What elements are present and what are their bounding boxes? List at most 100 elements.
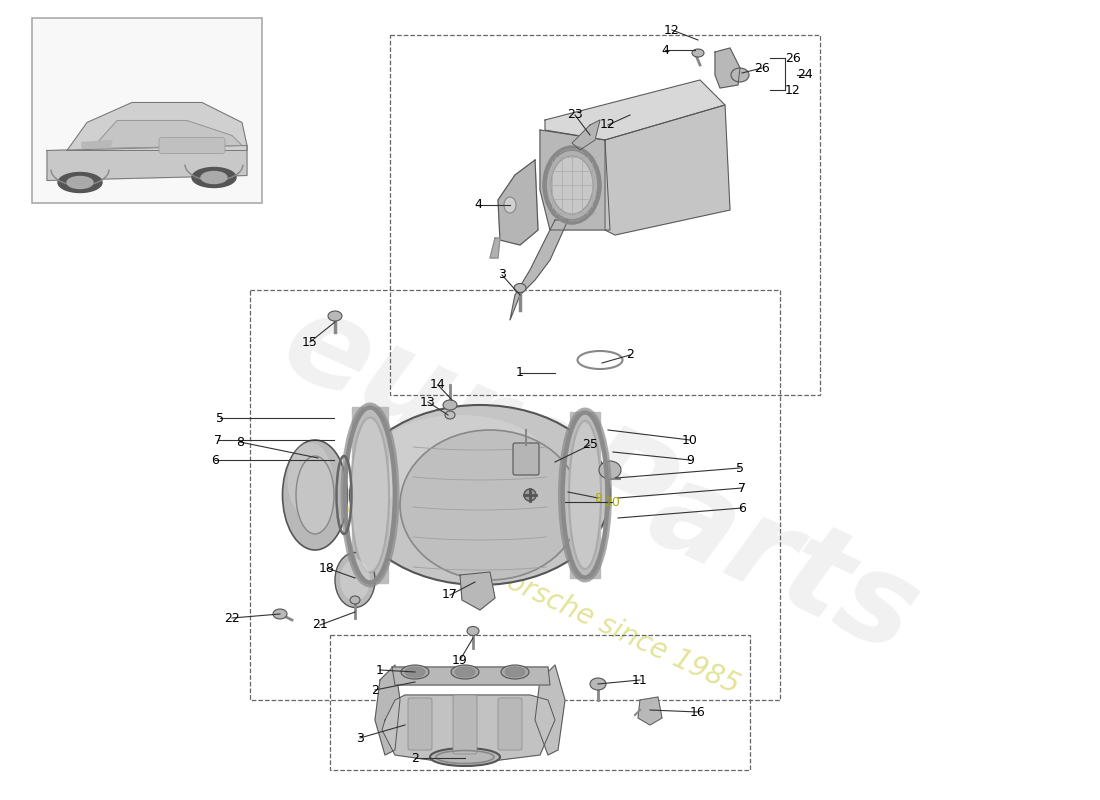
Ellipse shape xyxy=(192,167,236,187)
Text: 12: 12 xyxy=(601,118,616,131)
Polygon shape xyxy=(392,667,550,685)
Text: 2: 2 xyxy=(626,349,634,362)
Polygon shape xyxy=(92,121,242,149)
Ellipse shape xyxy=(350,405,610,585)
Text: 2: 2 xyxy=(411,751,419,765)
Bar xyxy=(250,290,780,700)
Text: 22: 22 xyxy=(224,611,240,625)
Text: 3: 3 xyxy=(498,269,506,282)
Ellipse shape xyxy=(273,609,287,619)
Bar xyxy=(32,18,262,203)
Ellipse shape xyxy=(340,559,370,601)
Ellipse shape xyxy=(569,421,601,569)
Ellipse shape xyxy=(468,626,478,635)
Text: 10: 10 xyxy=(682,434,697,446)
Ellipse shape xyxy=(67,177,94,189)
Text: 3: 3 xyxy=(356,731,364,745)
Text: 6: 6 xyxy=(211,454,219,466)
Ellipse shape xyxy=(443,400,456,410)
Polygon shape xyxy=(570,412,600,578)
Polygon shape xyxy=(490,238,500,258)
Ellipse shape xyxy=(551,156,593,214)
Polygon shape xyxy=(47,146,248,181)
FancyBboxPatch shape xyxy=(453,695,477,754)
Text: 4: 4 xyxy=(661,43,669,57)
Text: 12: 12 xyxy=(785,83,801,97)
Text: 14: 14 xyxy=(430,378,446,391)
Ellipse shape xyxy=(328,311,342,321)
Text: 16: 16 xyxy=(690,706,706,718)
Text: 12: 12 xyxy=(664,23,680,37)
Text: 26: 26 xyxy=(785,51,801,65)
Bar xyxy=(330,635,750,770)
Ellipse shape xyxy=(336,553,375,607)
Text: 2: 2 xyxy=(371,683,378,697)
Ellipse shape xyxy=(430,748,500,766)
Polygon shape xyxy=(544,80,725,140)
Ellipse shape xyxy=(504,197,516,213)
Text: 13: 13 xyxy=(420,395,436,409)
FancyBboxPatch shape xyxy=(498,698,522,750)
Text: 26: 26 xyxy=(755,62,770,74)
Polygon shape xyxy=(510,220,568,320)
Polygon shape xyxy=(382,695,556,762)
Text: 8: 8 xyxy=(236,435,244,449)
Polygon shape xyxy=(540,130,611,230)
Polygon shape xyxy=(715,48,740,88)
FancyBboxPatch shape xyxy=(513,443,539,475)
Ellipse shape xyxy=(505,667,525,677)
Text: 7: 7 xyxy=(214,434,222,446)
Ellipse shape xyxy=(446,411,455,419)
Text: 17: 17 xyxy=(442,589,458,602)
Ellipse shape xyxy=(405,667,425,677)
Ellipse shape xyxy=(500,665,529,679)
Ellipse shape xyxy=(450,500,570,570)
Text: 18: 18 xyxy=(319,562,334,574)
Polygon shape xyxy=(605,105,730,235)
Ellipse shape xyxy=(600,461,621,479)
Polygon shape xyxy=(82,141,112,149)
Text: 9: 9 xyxy=(686,454,694,466)
Text: a passion for Porsche since 1985: a passion for Porsche since 1985 xyxy=(317,481,744,699)
Ellipse shape xyxy=(514,283,526,293)
Text: euroParts: euroParts xyxy=(264,281,936,679)
Polygon shape xyxy=(498,160,538,245)
Text: 11: 11 xyxy=(632,674,648,686)
Ellipse shape xyxy=(732,68,749,82)
Ellipse shape xyxy=(590,678,606,690)
Ellipse shape xyxy=(402,665,429,679)
FancyBboxPatch shape xyxy=(160,138,226,154)
Text: 7: 7 xyxy=(738,482,746,494)
Polygon shape xyxy=(67,102,248,150)
Text: 19: 19 xyxy=(452,654,468,666)
Polygon shape xyxy=(535,665,565,755)
Text: 15: 15 xyxy=(302,335,318,349)
FancyBboxPatch shape xyxy=(408,698,432,750)
Text: 5: 5 xyxy=(736,462,744,474)
Bar xyxy=(390,35,820,395)
Text: 20: 20 xyxy=(604,495,620,509)
Text: 4: 4 xyxy=(474,198,482,211)
Text: 6: 6 xyxy=(738,502,746,514)
Polygon shape xyxy=(352,407,388,583)
Ellipse shape xyxy=(455,667,475,677)
Ellipse shape xyxy=(370,415,550,515)
Ellipse shape xyxy=(287,442,332,518)
Ellipse shape xyxy=(201,171,227,183)
Text: 1: 1 xyxy=(376,663,384,677)
Text: 23: 23 xyxy=(568,109,583,122)
Text: 8: 8 xyxy=(594,491,602,505)
Ellipse shape xyxy=(692,49,704,57)
Ellipse shape xyxy=(283,440,348,550)
Ellipse shape xyxy=(296,456,334,534)
Ellipse shape xyxy=(400,430,580,580)
Text: 24: 24 xyxy=(798,69,813,82)
Text: 5: 5 xyxy=(216,411,224,425)
Ellipse shape xyxy=(451,665,478,679)
Text: 21: 21 xyxy=(312,618,328,631)
Ellipse shape xyxy=(524,489,536,501)
Polygon shape xyxy=(638,697,662,725)
Ellipse shape xyxy=(351,418,389,573)
Text: 1: 1 xyxy=(516,366,524,379)
Text: 25: 25 xyxy=(582,438,598,451)
